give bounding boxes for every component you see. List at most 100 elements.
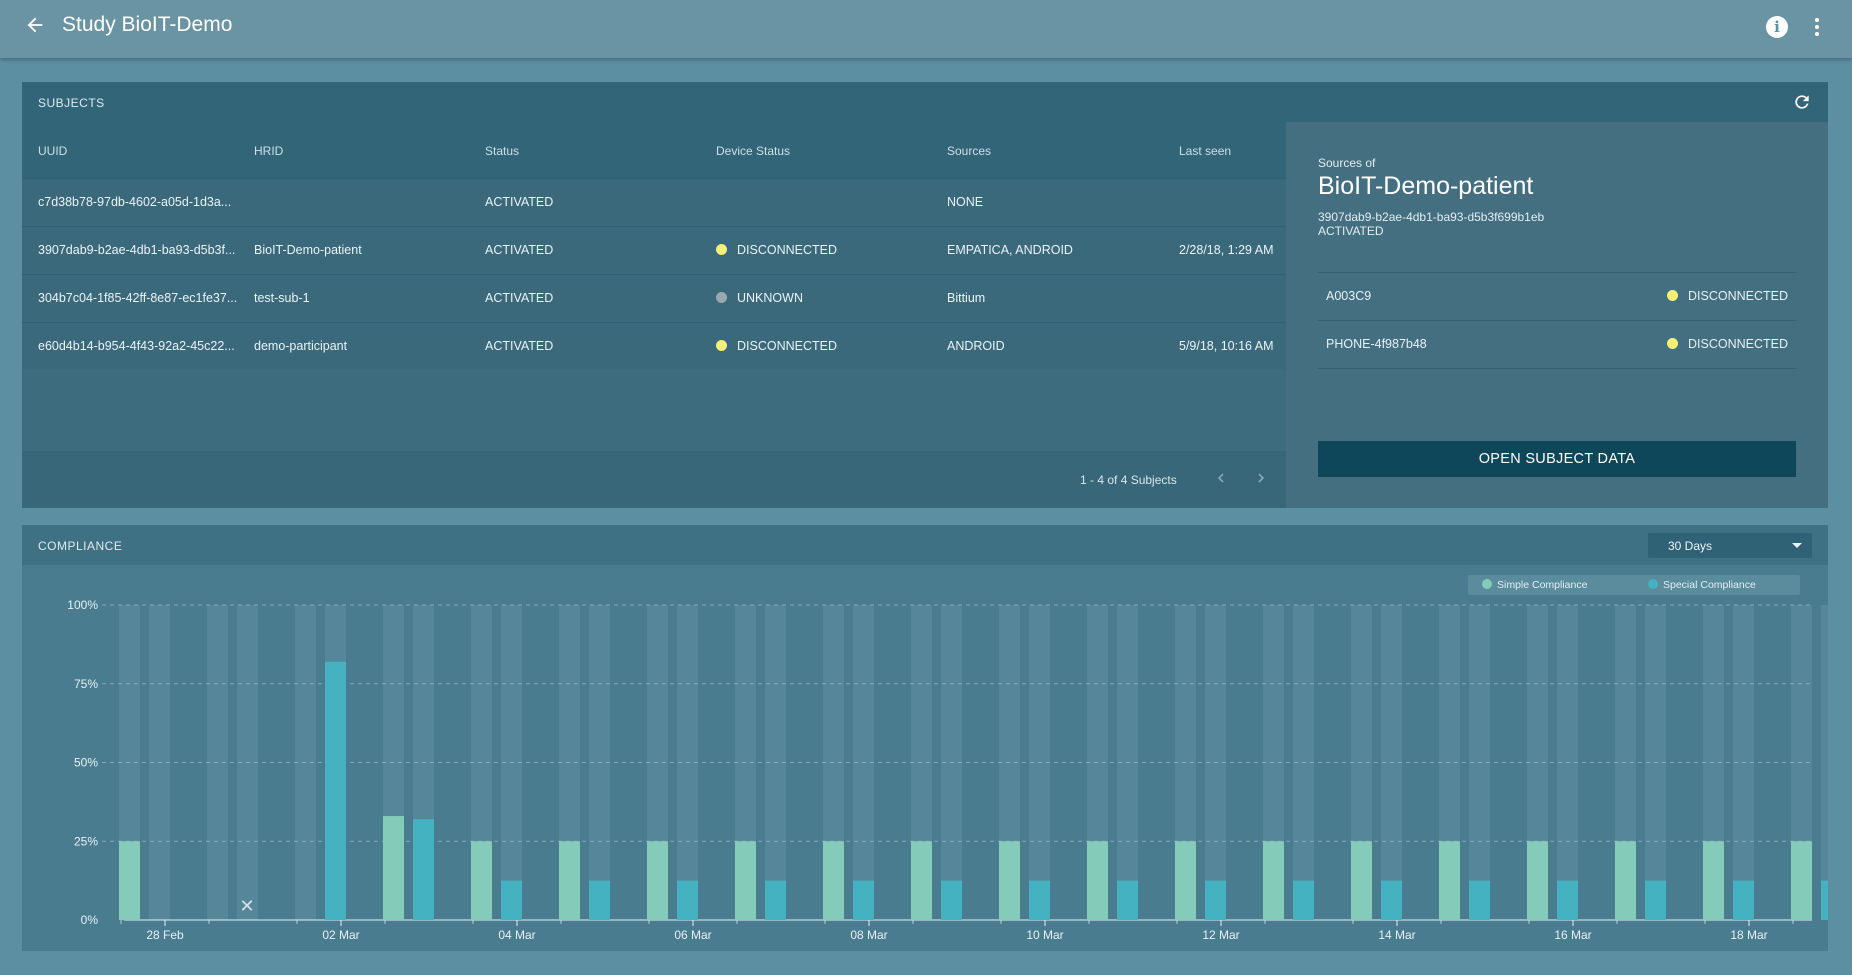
source-status: DISCONNECTED [1666, 289, 1788, 303]
table-row[interactable]: 304b7c04-1f85-42ff-8e87-ec1fe37... test-s… [22, 274, 1286, 322]
table-header: UUID HRID Status Device Status Sources L… [22, 122, 1286, 178]
subjects-card-title: SUBJECTS [38, 96, 105, 110]
legend-item-special[interactable]: Special Compliance [1648, 579, 1756, 591]
source-name: A003C9 [1326, 289, 1372, 303]
bar-simple-compliance [647, 841, 668, 920]
page-title: Study BioIT-Demo [62, 13, 233, 36]
x-tick-label: 16 Mar [1554, 928, 1591, 942]
bar-special-compliance [501, 880, 522, 920]
sources-of-label: Sources of [1318, 156, 1376, 170]
status-dot-icon [716, 340, 727, 351]
time-range-value: 30 Days [1668, 539, 1713, 553]
subject-name: BioIT-Demo-patient [1318, 172, 1534, 200]
bar-special-compliance [853, 880, 874, 920]
more-vert-icon[interactable] [1808, 15, 1826, 39]
x-tick-label: 08 Mar [850, 928, 887, 942]
open-subject-data-button[interactable]: OPEN SUBJECT DATA [1318, 441, 1796, 477]
bar-special-compliance [325, 661, 346, 920]
bar-simple-compliance [1703, 841, 1724, 920]
refresh-icon[interactable] [1792, 92, 1812, 112]
bar-special-compliance [589, 880, 610, 920]
bar-special-compliance [1029, 880, 1050, 920]
compliance-card: COMPLIANCE 30 Days 0% 25% 50% 75% 100% ✕ 28 Fe… [22, 525, 1828, 951]
column-header-device-status[interactable]: Device Status [716, 144, 791, 158]
chart-legend: Simple Compliance Special Compliance [1468, 575, 1800, 595]
table-row[interactable]: c7d38b78-97db-4602-a05d-1d3a... ACTIVATED… [22, 178, 1286, 226]
time-range-select[interactable]: 30 Days [1648, 533, 1812, 558]
bar-simple-compliance [119, 841, 140, 920]
legend-swatch-special [1648, 579, 1658, 589]
legend-item-simple[interactable]: Simple Compliance [1482, 579, 1587, 591]
dropdown-caret-icon [1792, 543, 1802, 548]
bar-special-compliance [1469, 880, 1490, 920]
cell-sources: EMPATICA, ANDROID [947, 243, 1073, 257]
bar-special-compliance [1381, 880, 1402, 920]
column-header-hrid[interactable]: HRID [254, 144, 284, 158]
bar-special-compliance [677, 880, 698, 920]
info-icon[interactable]: i [1766, 16, 1788, 38]
missing-data-icon: ✕ [239, 896, 254, 917]
bar-simple-compliance [1263, 841, 1284, 920]
cell-uuid: 304b7c04-1f85-42ff-8e87-ec1fe37... [38, 291, 238, 305]
cell-sources: ANDROID [947, 339, 1005, 353]
source-row[interactable]: PHONE-4f987b48 DISCONNECTED [1318, 320, 1796, 369]
source-row[interactable]: A003C9 DISCONNECTED [1318, 272, 1796, 320]
table-paginator: 1 - 4 of 4 Subjects [22, 451, 1286, 508]
bar-simple-compliance [471, 841, 492, 920]
bar-simple-compliance [1087, 841, 1108, 920]
cell-uuid: 3907dab9-b2ae-4db1-ba93-d5b3f... [38, 243, 236, 257]
top-bar: Study BioIT-Demo i [0, 0, 1852, 58]
chevron-left-icon[interactable] [1212, 469, 1230, 487]
column-header-status[interactable]: Status [485, 144, 520, 158]
bar-simple-compliance [1527, 841, 1548, 920]
bar-special-compliance [1205, 880, 1226, 920]
subjects-table: UUID HRID Status Device Status Sources L… [22, 122, 1286, 371]
x-tick-label: 18 Mar [1730, 928, 1767, 942]
cell-hrid: demo-participant [254, 339, 348, 353]
x-tick-label: 14 Mar [1378, 928, 1415, 942]
chevron-right-icon[interactable] [1252, 469, 1270, 487]
x-tick-label: 02 Mar [322, 928, 359, 942]
cell-last-seen: 5/9/18, 10:16 AM [1179, 339, 1274, 353]
y-tick-label: 0% [81, 913, 99, 927]
cell-device-status: DISCONNECTED [716, 339, 837, 353]
bar-special-compliance [1117, 880, 1138, 920]
column-header-last-seen[interactable]: Last seen [1179, 144, 1232, 158]
cell-status: ACTIVATED [485, 195, 554, 209]
bar-simple-compliance [1351, 841, 1372, 920]
subjects-card-header: SUBJECTS [22, 82, 1828, 122]
bar-special-compliance [765, 880, 786, 920]
source-status: DISCONNECTED [1666, 337, 1788, 351]
y-tick-label: 75% [74, 677, 98, 691]
table-row[interactable]: e60d4b14-b954-4f43-92a2-45c22... demo-par… [22, 322, 1286, 371]
cell-sources: NONE [947, 195, 984, 209]
status-dot-icon [716, 292, 727, 303]
source-name: PHONE-4f987b48 [1326, 337, 1427, 351]
cell-device-status: UNKNOWN [716, 291, 803, 305]
x-tick-label: 04 Mar [498, 928, 535, 942]
column-header-uuid[interactable]: UUID [38, 144, 68, 158]
compliance-card-title: COMPLIANCE [38, 539, 123, 553]
pagination-range: 1 - 4 of 4 Subjects [1080, 473, 1177, 487]
column-header-sources[interactable]: Sources [947, 144, 992, 158]
bar-special-compliance [1557, 880, 1578, 920]
bar-simple-compliance [911, 841, 932, 920]
status-dot-icon [1666, 338, 1678, 349]
cell-status: ACTIVATED [485, 243, 554, 257]
cell-uuid: c7d38b78-97db-4602-a05d-1d3a... [38, 195, 232, 209]
table-row[interactable]: 3907dab9-b2ae-4db1-ba93-d5b3f... BioIT-De… [22, 226, 1286, 274]
x-tick-label: 10 Mar [1026, 928, 1063, 942]
back-arrow-icon[interactable] [24, 14, 46, 36]
y-tick-label: 25% [74, 834, 98, 848]
x-tick-label: 28 Feb [146, 928, 184, 942]
bar-special-compliance [1733, 880, 1754, 920]
cell-status: ACTIVATED [485, 291, 554, 305]
x-tick-label: 06 Mar [674, 928, 711, 942]
bar-simple-compliance [559, 841, 580, 920]
bar-simple-compliance [999, 841, 1020, 920]
bar-special-compliance [413, 819, 434, 920]
legend-swatch-simple [1482, 579, 1492, 589]
background-band [1821, 605, 1828, 920]
status-dot-icon [716, 244, 727, 255]
bar-special-compliance [941, 880, 962, 920]
